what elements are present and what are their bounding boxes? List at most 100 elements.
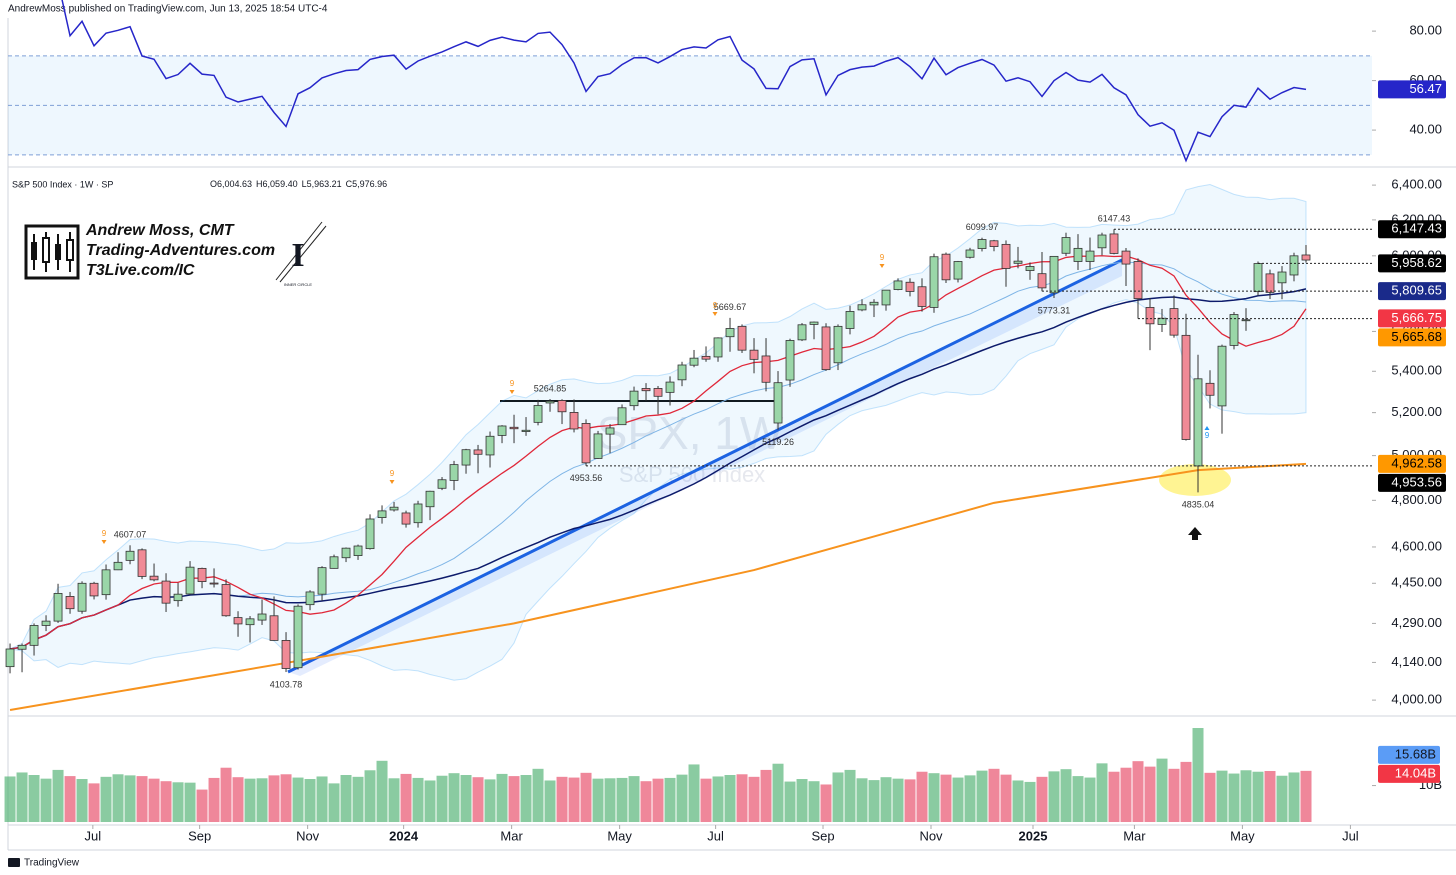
candle-body [905,281,915,292]
published-note: AndrewMoss published on TradingView.com,… [8,4,328,15]
volume-bar [172,782,184,822]
extreme-label: 6099.97 [966,222,999,232]
candle-body [125,550,135,561]
candle-body [1265,273,1275,293]
candle-body [1229,314,1239,346]
candle-body [461,449,471,466]
volume-bar [52,769,64,822]
brand-name: Andrew Moss, CMT [85,222,235,239]
svg-text:I: I [291,237,304,274]
price-label-box [1378,473,1446,492]
candle-body [953,261,963,280]
volume-bar [856,778,868,822]
highlight [1159,464,1231,496]
volume-bar [664,777,676,822]
volume-bar [1072,776,1084,822]
brand-site: Trading-Adventures.com [86,242,275,259]
candle-body [749,349,759,360]
candle-body [917,286,927,307]
candle-body [653,388,663,397]
candle-body [1025,266,1035,271]
x-tick-label: May [607,828,632,843]
volume-bar [628,776,640,822]
volume-bar [112,774,124,822]
candle-body [509,426,519,430]
candle-body [1205,382,1215,396]
candle-body [1277,271,1287,284]
candle-body [1001,243,1011,269]
volume-bar [988,768,1000,822]
price-label-box [1378,282,1446,301]
candle-body [1217,345,1227,407]
price-label-box [1378,309,1446,328]
volume-bar [280,774,292,822]
candle-body [425,490,435,508]
x-tick-label: May [1230,828,1255,843]
volume-bar [652,778,664,822]
candle-body [665,381,675,393]
volume-bar [796,779,808,822]
y-tick-label: 4,290.00 [1391,615,1442,630]
volume-bar [844,769,856,822]
volume-bar [148,778,160,822]
volume-bar [1168,768,1180,822]
x-tick-label: Nov [919,828,943,843]
candle-body [437,479,447,489]
volume-bar [1144,766,1156,822]
candle-body [221,584,231,617]
y-tick-label: 5,400.00 [1391,363,1442,378]
candle-body [617,407,627,426]
volume-bar [436,775,448,822]
volume-average-label: 15.68B [1395,746,1436,761]
candle-body [365,518,375,550]
candle-body [17,644,27,650]
volume-bar [532,768,544,822]
volume-bar [292,777,304,822]
candle-body [737,325,747,351]
candle-body [353,545,363,556]
volume-bar [64,776,76,822]
y-tick-label: 6,400.00 [1391,177,1442,192]
rsi-tick-label: 80.00 [1409,23,1442,38]
candle-body [245,618,255,626]
extreme-label: 4607.07 [114,530,147,540]
candle-body [1073,247,1083,262]
price-label-box [1378,254,1446,273]
candle-body [485,435,495,456]
candle-body [1085,250,1095,262]
candle-body [209,582,219,585]
candle-body [413,503,423,524]
extreme-label: 4835.04 [1182,500,1215,510]
candle-body [1181,334,1191,440]
ohlc-value: O6,004.63 [210,179,252,189]
volume-bar [604,778,616,822]
volume-bar [712,776,724,822]
ohlc-value: H6,059.40 [256,179,298,189]
candle-body [977,239,987,249]
candle-body [269,615,279,641]
candle-body [317,567,327,595]
candle-body [785,340,795,381]
volume-bar [1216,770,1228,822]
brand-link: T3Live.com/IC [86,262,195,279]
setup-count: 9 [880,253,885,262]
volume-bar [136,776,148,822]
setup-marker [879,264,885,268]
price-label: 6,147.43 [1391,221,1442,236]
volume-bar [460,775,472,822]
candle-body [1241,319,1251,322]
setup-count: 9 [1205,431,1210,440]
candle-body [821,326,831,371]
candle-body [1289,255,1299,276]
candle-body [113,561,123,571]
candle-body [257,613,267,621]
ohlc-value: C5,976.96 [346,179,388,189]
volume-bar [208,777,220,822]
volume-bar [4,776,16,822]
candle-body [533,405,543,423]
volume-bar [1036,776,1048,822]
candle-body [1013,260,1023,264]
volume-bar [544,780,556,822]
candle-body [641,388,651,392]
volume-bar [940,774,952,822]
